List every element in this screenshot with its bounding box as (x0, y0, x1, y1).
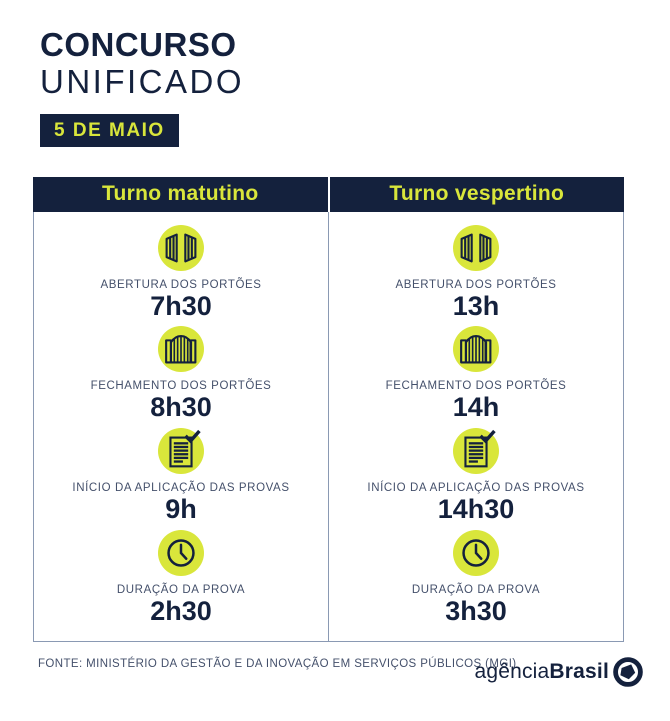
title-block: CONCURSO UNIFICADO 5 DE MAIO (0, 0, 670, 147)
entry-abertura-matutino: ABERTURA DOS PORTÕES 7h30 (40, 224, 322, 322)
entry-abertura-vespertino: ABERTURA DOS PORTÕES 13h (335, 224, 617, 322)
entry-time: 3h30 (445, 595, 507, 626)
gate-closed-icon (158, 326, 204, 373)
entry-time: 8h30 (150, 392, 212, 423)
gate-closed-icon (453, 326, 499, 373)
agencia-brasil-logo-mark-icon (612, 656, 644, 688)
logo-text-regular: agência (474, 660, 550, 683)
table-body: ABERTURA DOS PORTÕES 7h30 FECHAMENTO DOS… (33, 211, 624, 643)
entry-label: DURAÇÃO DA PROVA (411, 583, 541, 596)
entry-fechamento-vespertino: FECHAMENTO DOS PORTÕES 14h (335, 326, 617, 423)
entry-label: ABERTURA DOS PORTÕES (100, 278, 262, 291)
exam-sheet-icon (158, 427, 204, 474)
source-note: FONTE: MINISTÉRIO DA GESTÃO E DA INOVAÇÃ… (38, 658, 517, 671)
entry-label: INÍCIO DA APLICAÇÃO DAS PROVAS (72, 481, 290, 494)
entry-duracao-matutino: DURAÇÃO DA PROVA 2h30 (40, 529, 322, 627)
exam-sheet-icon (453, 427, 499, 474)
gates-open-icon (453, 224, 499, 271)
entry-label: ABERTURA DOS PORTÕES (395, 278, 557, 291)
entry-time: 9h (165, 493, 197, 524)
page-subtitle: UNIFICADO (40, 62, 244, 100)
column-vespertino: ABERTURA DOS PORTÕES 13h FECHAMENTO DOS … (329, 212, 623, 642)
schedule-table: Turno matutino Turno vespertino ABERTURA… (33, 176, 624, 643)
entry-inicio-matutino: INÍCIO DA APLICAÇÃO DAS PROVAS 9h (40, 427, 322, 525)
column-header-matutino: Turno matutino (33, 176, 330, 212)
clock-icon (453, 529, 499, 576)
entry-time: 14h30 (437, 493, 515, 524)
clock-icon (158, 529, 204, 576)
logo-text: agênciaBrasil (474, 660, 609, 684)
entry-label: DURAÇÃO DA PROVA (116, 583, 246, 596)
column-header-vespertino: Turno vespertino (389, 182, 565, 206)
agencia-brasil-logo: agênciaBrasil (474, 656, 644, 688)
entry-label: INÍCIO DA APLICAÇÃO DAS PROVAS (367, 481, 585, 494)
entry-fechamento-matutino: FECHAMENTO DOS PORTÕES 8h30 (40, 326, 322, 423)
logo-text-bold: Brasil (549, 660, 609, 683)
entry-duracao-vespertino: DURAÇÃO DA PROVA 3h30 (335, 529, 617, 627)
entry-time: 2h30 (150, 595, 212, 626)
page-title: CONCURSO (40, 26, 237, 63)
entry-time: 13h (452, 290, 500, 321)
entry-label: FECHAMENTO DOS PORTÕES (385, 380, 567, 393)
entry-label: FECHAMENTO DOS PORTÕES (90, 380, 272, 393)
entry-time: 7h30 (150, 290, 212, 321)
entry-inicio-vespertino: INÍCIO DA APLICAÇÃO DAS PROVAS 14h30 (335, 427, 617, 525)
gates-open-icon (158, 224, 204, 271)
column-matutino: ABERTURA DOS PORTÕES 7h30 FECHAMENTO DOS… (34, 211, 329, 642)
entry-time: 14h (452, 392, 500, 423)
table-header: Turno matutino Turno vespertino (33, 176, 624, 212)
date-badge: 5 DE MAIO (40, 113, 179, 147)
